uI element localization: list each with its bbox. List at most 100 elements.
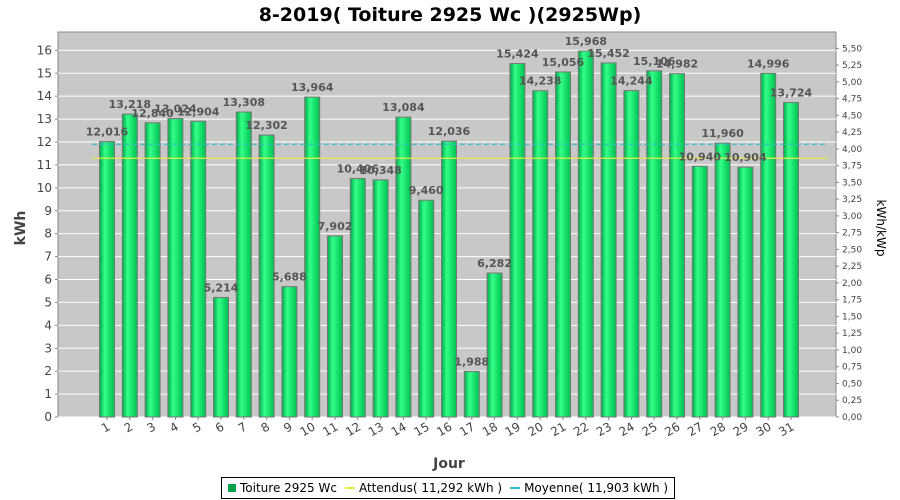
data-label: 10,348 [359, 164, 401, 177]
legend-label-expected: Attendus( 11,292 kWh ) [358, 481, 503, 495]
y-tick-label: 11 [37, 158, 52, 172]
bar [99, 141, 115, 418]
bar [669, 73, 685, 418]
x-tick-label: 31 [776, 419, 796, 439]
bar-series [99, 50, 799, 418]
x-tick-label: 29 [731, 419, 751, 439]
bar [783, 101, 799, 418]
y-tick-label: 6 [44, 273, 52, 287]
bar [623, 90, 640, 418]
x-tick-label: 18 [480, 419, 500, 439]
data-label: 15,056 [542, 56, 585, 69]
y2-tick-label: 3,75 [842, 162, 862, 172]
x-tick-label: 1 [99, 419, 113, 435]
bar [190, 120, 207, 418]
bar [349, 178, 366, 418]
x-tick-label: 8 [258, 419, 272, 435]
x-tick-label: 21 [548, 419, 568, 439]
data-label: 11,960 [701, 127, 744, 140]
bar [691, 165, 708, 418]
legend-label-bars: Toiture 2925 Wc [240, 481, 337, 495]
bar [372, 179, 389, 418]
y2-tick-label: 2,25 [842, 262, 862, 272]
x-tick-label: 26 [662, 419, 682, 439]
x-tick-label: 22 [571, 419, 591, 439]
x-tick-label: 4 [167, 419, 181, 435]
data-label: 13,084 [382, 101, 425, 114]
bar [555, 71, 571, 418]
bar [486, 272, 503, 418]
reference-lines [92, 143, 828, 159]
x-tick-label: 12 [343, 419, 363, 439]
x-tick-label: 19 [503, 419, 523, 439]
y2-tick-label: 0,00 [842, 413, 862, 423]
y2-axis-title: kWh/kWp [874, 200, 888, 257]
data-label: 10,940 [679, 150, 722, 163]
bar [304, 96, 321, 418]
y-tick-label: 13 [37, 112, 52, 126]
data-label: 1,988 [454, 355, 489, 368]
y2-tick-label: 3,00 [842, 212, 862, 222]
x-axis-ticks: 1 2 3 4 5 6 7 8 9 10 11 12 13 14 15 16 17 18 19 20 21 22 23 24 2… [99, 417, 797, 439]
bar [395, 116, 412, 418]
data-label: 13,024 [154, 103, 197, 116]
data-label: 15,452 [587, 47, 629, 60]
y-tick-label: 5 [44, 295, 52, 309]
bar [577, 50, 594, 418]
data-label: 12,036 [428, 125, 471, 138]
y2-tick-label: 5,50 [842, 44, 862, 54]
x-tick-label: 10 [297, 419, 317, 439]
y-tick-label: 4 [44, 318, 52, 332]
x-tick-label: 15 [411, 419, 431, 439]
legend: Toiture 2925 Wc Attendus( 11,292 kWh ) M… [221, 477, 676, 499]
chart-title: 8-2019( Toiture 2925 Wc )(2925Wp) [259, 4, 642, 26]
y-tick-label: 3 [44, 341, 52, 355]
data-label: 12,302 [245, 119, 287, 132]
y2-tick-label: 0,75 [842, 363, 862, 373]
x-tick-label: 16 [434, 419, 454, 439]
data-label: 6,282 [477, 257, 512, 270]
data-label: 15,106 [633, 55, 676, 68]
data-label: 5,214 [204, 282, 239, 295]
y2-tick-label: 4,00 [842, 145, 862, 155]
y2-tick-label: 3,50 [842, 178, 862, 188]
y2-tick-label: 2,00 [842, 279, 862, 289]
x-tick-label: 13 [366, 419, 386, 439]
bar [213, 297, 229, 418]
y2-tick-label: 0,25 [842, 396, 862, 406]
y2-tick-label: 2,75 [842, 229, 862, 239]
data-label: 13,308 [223, 96, 265, 109]
y2-tick-label: 1,75 [842, 296, 862, 306]
y-tick-label: 9 [44, 204, 52, 218]
x-tick-label: 5 [190, 419, 204, 435]
bar [121, 113, 138, 418]
x-tick-label: 23 [594, 419, 614, 439]
data-label: 14,982 [656, 58, 698, 71]
y-tick-label: 12 [37, 135, 52, 149]
x-tick-label: 25 [639, 419, 659, 439]
x-tick-label: 3 [144, 419, 158, 435]
x-tick-label: 14 [389, 419, 409, 439]
x-tick-label: 17 [457, 419, 477, 439]
data-label: 12,840 [131, 107, 174, 120]
bar [532, 90, 549, 418]
bar [737, 166, 754, 418]
y2-tick-label: 1,50 [842, 312, 862, 322]
data-label: 12,904 [177, 105, 220, 118]
x-tick-label: 28 [708, 419, 728, 439]
bar [144, 122, 161, 418]
legend-item-average: Moyenne( 11,903 kWh ) [510, 481, 668, 495]
legend-label-average: Moyenne( 11,903 kWh ) [524, 481, 669, 495]
data-label: 13,964 [291, 81, 334, 94]
y2-tick-label: 1,25 [842, 329, 862, 339]
x-axis-title: Jour [432, 456, 465, 472]
bar [281, 286, 298, 418]
bar [714, 142, 731, 418]
bar [760, 72, 777, 418]
x-tick-label: 9 [281, 419, 295, 435]
legend-item-expected: Attendus( 11,292 kWh ) [344, 481, 503, 495]
data-label: 14,996 [747, 57, 790, 70]
y-tick-label: 0 [44, 410, 52, 424]
